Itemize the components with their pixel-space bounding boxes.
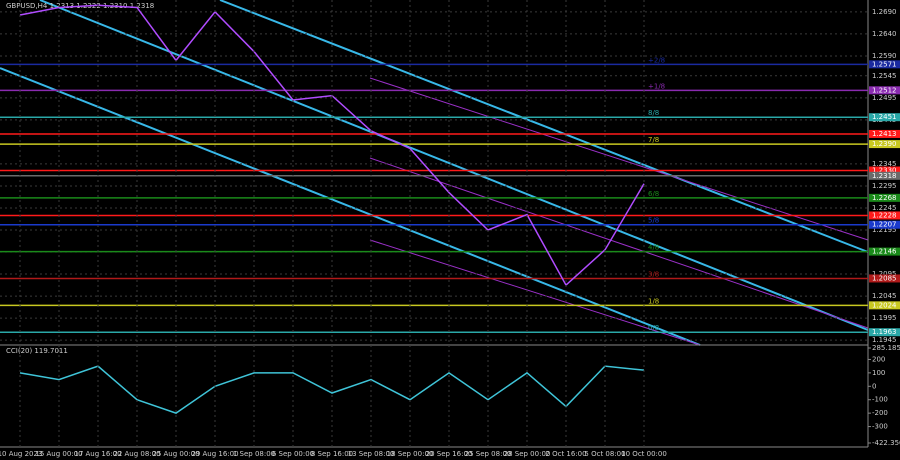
level-label: 1.2228 [872, 211, 897, 219]
level-tag [869, 328, 900, 337]
level-tag [869, 60, 900, 69]
x-tick-label: 10 Oct 00:00 [621, 450, 667, 458]
level-tag [869, 140, 900, 149]
y-tick-label: -422.356 [872, 439, 900, 447]
level-tag [869, 129, 900, 138]
level-tag [869, 86, 900, 95]
y-tick-label: 1.2590 [872, 52, 897, 60]
channels [0, 0, 869, 346]
y-tick-label: 1.1945 [872, 336, 897, 344]
y-tick-label: 1.2345 [872, 160, 897, 168]
x-tick-label: 20 Sep 16:00 [426, 450, 473, 458]
level-label: 1.2390 [872, 140, 897, 148]
y-tick-label: 100 [872, 369, 885, 377]
level-mark: +2/8 [648, 56, 665, 64]
level-mark: 1/8 [648, 297, 659, 305]
level-label: 1.2512 [872, 86, 897, 94]
x-tick-label: 25 Sep 08:00 [465, 450, 512, 458]
y-tick-label: 0 [872, 382, 876, 390]
y-tick-label: 1.2295 [872, 182, 897, 190]
level-mark: 5/8 [648, 217, 659, 225]
level-tag [869, 193, 900, 202]
level-tag [869, 113, 900, 122]
y-tick-label: -200 [872, 409, 888, 417]
level-label: 1.1963 [872, 328, 897, 336]
y-tick-label: 1.1995 [872, 314, 897, 322]
level-label: 1.2318 [872, 172, 897, 180]
y-tick-label: -100 [872, 396, 888, 404]
x-tick-label: 22 Aug 08:00 [113, 450, 160, 458]
x-tick-label: 10 Aug 2023 [0, 450, 42, 458]
y-tick-label: 200 [872, 355, 885, 363]
level-label: 1.2330 [872, 167, 897, 175]
level-label: 1.2207 [872, 221, 897, 229]
series-line [19, 365, 645, 414]
level-mark: 0/8 [648, 324, 659, 332]
level-label: 1.2024 [872, 301, 897, 309]
level-tag [869, 171, 900, 180]
level-tag [869, 220, 900, 229]
x-tick-label: 29 Aug 16:00 [191, 450, 238, 458]
level-tag [869, 247, 900, 256]
x-tick-label: 8 Sep 16:00 [311, 450, 353, 458]
level-mark: +1/8 [648, 82, 665, 90]
x-tick-label: 1 Sep 08:00 [233, 450, 275, 458]
y-tick-label: 1.2095 [872, 270, 897, 278]
level-label: 1.2451 [872, 113, 897, 121]
x-tick-label: 6 Sep 00:00 [272, 450, 314, 458]
level-mark: 6/8 [648, 190, 659, 198]
level-tag [869, 166, 900, 175]
level-label: 1.2146 [872, 248, 897, 256]
x-tick-label: 5 Oct 08:00 [584, 450, 625, 458]
level-label: 1.2085 [872, 274, 897, 282]
x-tick-label: 2 Oct 16:00 [545, 450, 586, 458]
y-tick-label: 1.2045 [872, 292, 897, 300]
level-mark: 7/8 [648, 136, 659, 144]
y-tick-label: 1.2195 [872, 226, 897, 234]
x-tick-label: 15 Aug 00:00 [35, 450, 82, 458]
y-tick-label: -300 [872, 423, 888, 431]
level-label: 1.2571 [872, 60, 897, 68]
level-tag [869, 211, 900, 220]
y-tick-label: 1.2690 [872, 8, 897, 16]
y-tick-label: 285.185 [872, 344, 900, 352]
level-mark: 3/8 [648, 270, 659, 278]
x-tick-label: 25 Aug 00:00 [152, 450, 199, 458]
y-tick-label: 1.2245 [872, 204, 897, 212]
x-tick-label: 13 Sep 08:00 [348, 450, 395, 458]
x-tick-label: 17 Aug 16:00 [74, 450, 121, 458]
indicator-title: CCI(20) 119.7011 [6, 347, 68, 355]
level-mark: 8/8 [648, 109, 659, 117]
y-tick-label: 1.2545 [872, 72, 897, 80]
x-tick-label: 28 Sep 00:00 [504, 450, 551, 458]
y-tick-label: 1.2640 [872, 30, 897, 38]
level-label: 1.2268 [872, 194, 897, 202]
level-mark: 4/8 [648, 244, 659, 252]
level-label: 1.2413 [872, 130, 897, 138]
level-tag [869, 274, 900, 283]
y-tick-label: 1.2495 [872, 94, 897, 102]
x-tick-label: 18 Sep 00:00 [387, 450, 434, 458]
level-tag [869, 301, 900, 310]
